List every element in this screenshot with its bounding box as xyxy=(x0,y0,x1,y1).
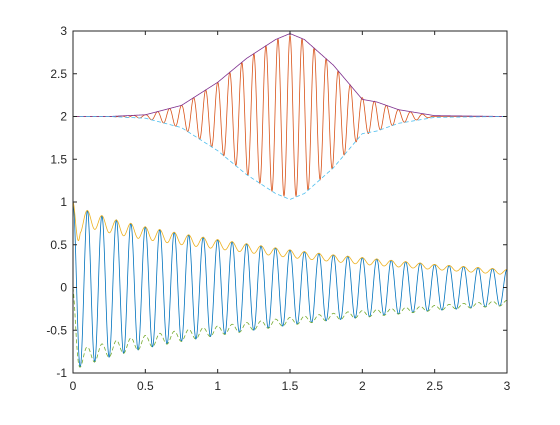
x-tick-label: 0 xyxy=(70,379,77,393)
series-line-2 xyxy=(73,201,507,275)
y-tick-label: 2.5 xyxy=(50,67,67,81)
x-tick-label: 1 xyxy=(214,379,221,393)
y-tick-label: 3 xyxy=(60,24,67,38)
y-tick-label: 0 xyxy=(60,281,67,295)
x-tick-label: 2.5 xyxy=(426,379,443,393)
y-tick-label: 1.5 xyxy=(50,152,67,166)
y-tick-label: -1 xyxy=(56,366,67,380)
y-tick-label: 1 xyxy=(60,195,67,209)
y-tick-label: -0.5 xyxy=(46,323,67,337)
y-tick-label: 0.5 xyxy=(50,238,67,252)
x-tick-label: 0.5 xyxy=(137,379,154,393)
series-line-3 xyxy=(73,287,507,368)
x-tick-label: 3 xyxy=(504,379,511,393)
x-axis: 0 0.5 1 1.5 2 2.5 3 xyxy=(70,31,511,393)
y-tick-label: 2 xyxy=(60,110,67,124)
x-tick-label: 1.5 xyxy=(282,379,299,393)
series-line-6 xyxy=(73,116,507,200)
x-tick-label: 2 xyxy=(359,379,366,393)
plot-background xyxy=(73,31,507,373)
y-axis: -1 -0.5 0 0.5 1 1.5 2 2.5 3 xyxy=(46,24,507,380)
